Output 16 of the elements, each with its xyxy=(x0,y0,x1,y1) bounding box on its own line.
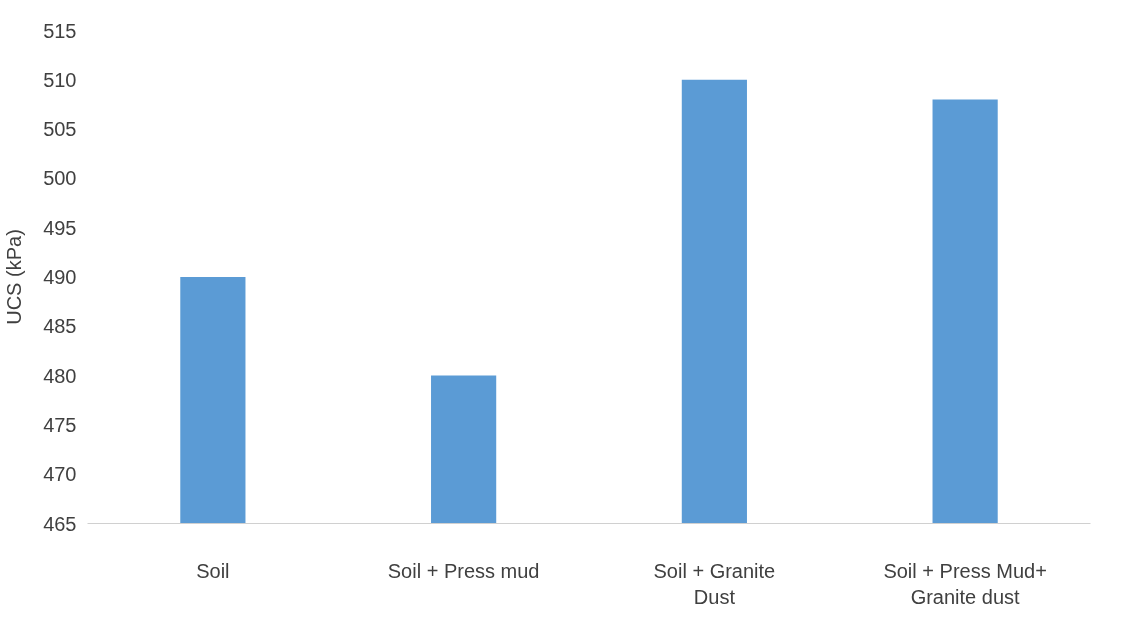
y-axis-title: UCS (kPa) xyxy=(3,229,26,325)
y-tick-label: 485 xyxy=(43,315,77,338)
y-tick-label: 500 xyxy=(43,167,77,190)
x-tick-label: Soil + Press Mud+ Granite dust xyxy=(883,559,1047,608)
y-tick-label: 515 xyxy=(43,19,77,42)
y-tick-label: 470 xyxy=(43,463,77,486)
y-tick-label: 495 xyxy=(43,216,77,239)
y-tick-label: 465 xyxy=(43,512,77,535)
y-tick-label: 480 xyxy=(43,364,77,387)
x-tick-label: Soil xyxy=(196,559,230,582)
y-tick-label: 510 xyxy=(43,68,77,91)
y-tick-label: 490 xyxy=(43,266,77,288)
x-tick-label: Soil + Press mud xyxy=(387,559,540,582)
y-tick-label: 475 xyxy=(43,413,77,436)
y-tick-label: 505 xyxy=(43,118,77,141)
x-tick-label: Soil + Granite Dust xyxy=(653,559,776,608)
